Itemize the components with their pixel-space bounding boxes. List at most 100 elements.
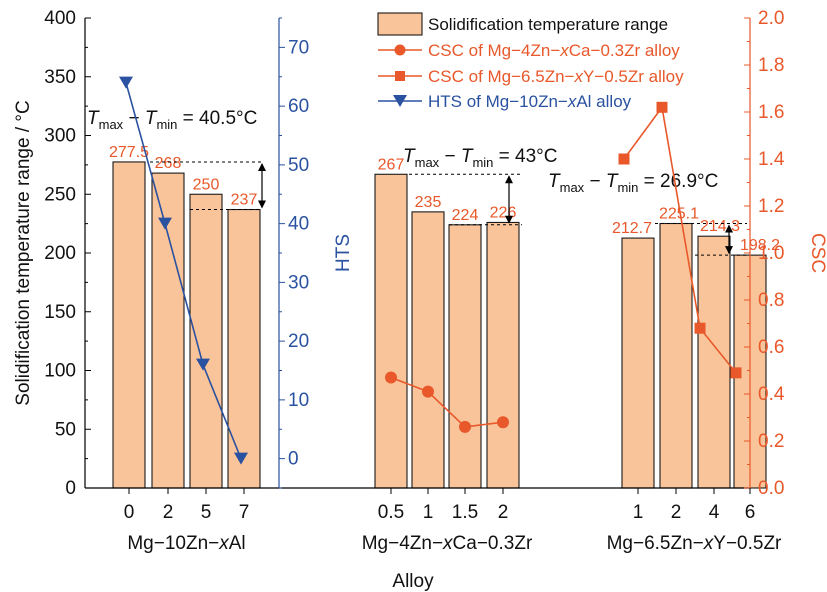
range-arrow-head (258, 200, 266, 209)
legend-bar-swatch (377, 12, 423, 36)
x-tick-label: 7 (239, 502, 250, 523)
y-tick-label: 250 (44, 184, 76, 205)
range-label: Tmax − Tmin = 26.9°C (548, 171, 718, 195)
x-tick-label: 1.5 (452, 502, 478, 523)
bar-value-label: 235 (415, 194, 442, 211)
hts-marker (158, 217, 172, 230)
hts-tick-label: 70 (288, 37, 309, 58)
range-label: Tmax − Tmin = 43°C (403, 146, 558, 170)
bar (448, 224, 482, 489)
csc-tick-label: 1.4 (758, 149, 785, 170)
csc-tick-label: 0.8 (758, 290, 784, 311)
csc-line (390, 376, 504, 428)
csc-marker (497, 416, 509, 429)
bar-value-label: 224 (452, 207, 479, 224)
csc-marker (730, 367, 742, 379)
legend-label: HTS of Mg−10Zn−xAl alloy (428, 92, 632, 111)
y-tick-label: 100 (44, 361, 76, 382)
hts-marker (196, 358, 210, 371)
csc-tick-label: 0.6 (758, 337, 784, 358)
csc-marker (656, 101, 668, 113)
y-tick-label: 300 (44, 126, 76, 147)
csc-axis-title: CSC (807, 233, 827, 273)
range-arrow-head (505, 215, 513, 224)
x-tick-label: 1 (633, 502, 644, 523)
legend-marker (395, 71, 405, 81)
bar-value-label: 277.5 (109, 144, 149, 161)
bar (112, 161, 146, 489)
csc-tick-label: 0.4 (758, 384, 785, 405)
x-tick-label: 2 (163, 502, 174, 523)
hts-marker (234, 452, 248, 465)
x-tick-label: 6 (745, 502, 756, 523)
bar-value-label: 225.1 (659, 206, 699, 223)
csc-marker (422, 385, 434, 398)
bar (621, 237, 655, 489)
bar (151, 172, 185, 489)
range-arrow-head (505, 175, 513, 184)
x-axis-title: Alloy (392, 571, 434, 592)
bar-value-label: 250 (193, 176, 220, 193)
x-tick-label: 5 (201, 502, 212, 523)
bar-value-label: 214.3 (700, 218, 740, 235)
bar (697, 235, 731, 489)
bar (411, 211, 445, 489)
y-tick-label: 0 (65, 478, 76, 499)
y-tick-label: 350 (44, 67, 76, 88)
group-label: Mg−6.5Zn−xY−0.5Zr (607, 533, 782, 554)
x-tick-label: 4 (709, 502, 720, 523)
csc-tick-label: 1.2 (758, 196, 784, 217)
y-tick-label: 200 (44, 243, 76, 264)
hts-marker (119, 76, 133, 89)
legend-label: Solidification temperature range (428, 15, 668, 34)
hts-tick-label: 60 (288, 96, 309, 117)
x-tick-label: 2 (671, 502, 682, 523)
bar-value-label: 212.7 (612, 220, 652, 237)
bar (189, 193, 223, 489)
y-tick-label: 150 (44, 302, 76, 323)
csc-tick-label: 1.0 (758, 243, 784, 264)
legend-marker (393, 95, 407, 107)
x-tick-label: 1 (423, 502, 434, 523)
csc-marker (459, 420, 471, 433)
bar-value-label: 268 (155, 155, 182, 172)
range-arrow-head (725, 246, 733, 255)
bar (659, 222, 693, 489)
bar (227, 208, 261, 489)
hts-tick-label: 30 (288, 272, 309, 293)
bar-value-label: 226 (490, 204, 517, 221)
x-tick-label: 0 (124, 502, 135, 523)
x-tick-label: 2 (498, 502, 509, 523)
y-axis-title: Solidification temperature range / °C (13, 100, 34, 405)
group-label: Mg−4Zn−xCa−0.3Zr (362, 533, 533, 554)
csc-tick-label: 1.8 (758, 55, 784, 76)
csc-line (623, 105, 737, 374)
legend-label: CSC of Mg−4Zn−xCa−0.3Zr alloy (428, 41, 680, 60)
hts-tick-label: 0 (288, 449, 299, 470)
y-tick-label: 400 (44, 8, 76, 29)
hts-tick-label: 40 (288, 214, 309, 235)
csc-marker (694, 322, 706, 334)
csc-tick-label: 2.0 (758, 8, 784, 29)
hts-tick-label: 50 (288, 155, 309, 176)
range-arrow-head (725, 224, 733, 233)
hts-line (125, 82, 242, 459)
hts-axis-title: HTS (333, 234, 354, 272)
x-tick-label: 0.5 (378, 502, 404, 523)
csc-marker (618, 153, 630, 165)
range-arrow-head (258, 162, 266, 171)
legend-label: CSC of Mg−6.5Zn−xY−0.5Zr alloy (428, 67, 684, 86)
csc-marker (385, 371, 397, 384)
bar (374, 173, 408, 489)
bar-value-label: 237 (231, 192, 258, 209)
y-tick-label: 50 (55, 419, 76, 440)
csc-tick-label: 0.2 (758, 431, 784, 452)
group-label: Mg−10Zn−xAl (127, 533, 245, 554)
hts-tick-label: 20 (288, 331, 309, 352)
range-label: Tmax − Tmin = 40.5°C (87, 108, 257, 132)
hts-tick-label: 10 (288, 390, 309, 411)
bar (486, 221, 520, 489)
csc-tick-label: 1.6 (758, 102, 784, 123)
